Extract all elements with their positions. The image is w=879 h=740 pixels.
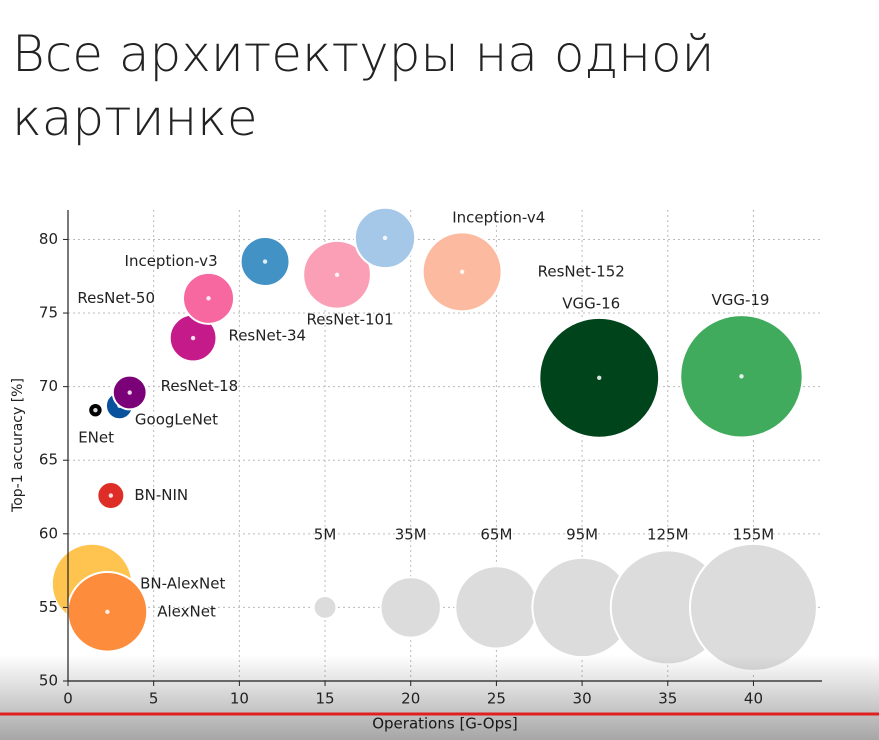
y-tick-label: 55: [39, 598, 58, 616]
x-tick-label: 10: [230, 690, 249, 708]
x-tick-label: 25: [487, 690, 506, 708]
bubble-label: VGG-19: [711, 291, 769, 309]
bubble-label: ResNet-152: [538, 262, 625, 280]
x-tick-label: 35: [658, 690, 677, 708]
bubble-center: [739, 374, 744, 379]
bubble-label: Inception-v3: [125, 252, 218, 270]
bubble-center: [206, 296, 211, 301]
size-legend-circle: [688, 542, 818, 672]
bubble-label: ResNet-18: [161, 377, 239, 395]
bubble-center: [262, 259, 268, 264]
bubble-center: [93, 407, 98, 413]
bubble-center: [105, 609, 110, 615]
size-legend-circle: [454, 565, 539, 650]
x-tick-label: 30: [573, 690, 592, 708]
slide-title: Все архитектуры на одной картинке: [12, 25, 715, 147]
size-legend-circle: [312, 595, 338, 620]
bubble-label: VGG-16: [562, 294, 620, 312]
bubble-label: Inception-v4: [452, 208, 545, 226]
bubble-label: BN-NIN: [134, 486, 188, 504]
size-legend-label: 65M: [480, 525, 512, 543]
bubble-label: ENet: [78, 429, 114, 447]
size-legend-label: 125M: [647, 525, 689, 543]
bubble-label: ResNet-50: [77, 289, 155, 307]
bubble-center: [382, 235, 388, 241]
x-tick-label: 40: [744, 690, 763, 708]
video-overlay: [0, 655, 879, 740]
y-axis-label: Top-1 accuracy [%]: [10, 378, 26, 513]
size-legend-label: 95M: [566, 525, 598, 543]
size-legend-circle: [379, 576, 442, 639]
y-tick-label: 60: [39, 524, 58, 542]
bubble-label: ResNet-101: [306, 310, 393, 328]
bubble-center: [597, 375, 602, 380]
bubble-label: BN-AlexNet: [140, 574, 225, 592]
size-legend-label: 5M: [314, 525, 337, 543]
bubble-label: GoogLeNet: [135, 410, 218, 428]
bubble-center: [459, 269, 465, 275]
x-tick-label: 0: [63, 690, 73, 708]
bubble-center: [334, 272, 340, 277]
y-tick-label: 70: [39, 377, 58, 395]
y-tick-label: 75: [39, 304, 58, 322]
x-tick-label: 15: [315, 690, 334, 708]
bubble-center: [190, 335, 196, 341]
bubble-label: AlexNet: [157, 602, 216, 620]
size-legend-label: 155M: [733, 525, 775, 543]
y-tick-label: 65: [39, 451, 58, 469]
y-tick-label: 50: [39, 672, 58, 690]
y-tick-label: 80: [39, 230, 58, 248]
x-tick-label: 20: [401, 690, 420, 708]
bubble-center: [108, 493, 114, 498]
bubble-label: ResNet-34: [228, 327, 306, 345]
bubble-center: [127, 390, 132, 395]
x-tick-label: 5: [149, 690, 159, 708]
size-legend-label: 35M: [395, 525, 427, 543]
